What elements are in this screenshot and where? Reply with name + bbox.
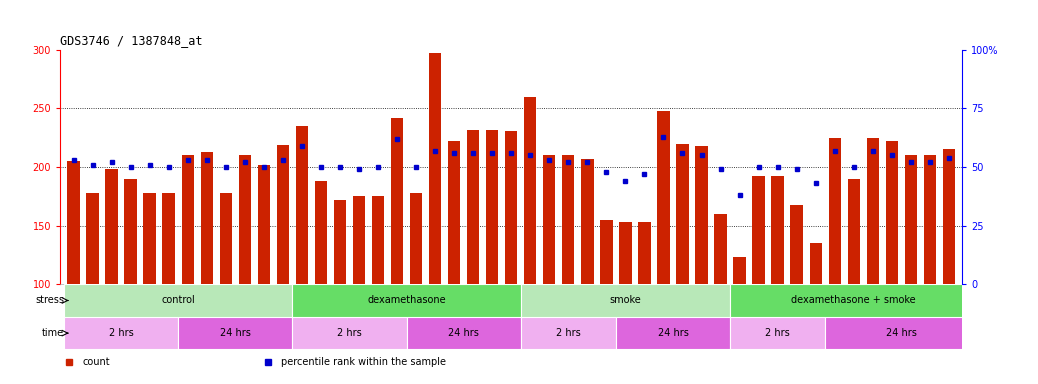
Bar bbox=[848, 179, 859, 284]
Bar bbox=[620, 222, 631, 284]
Bar bbox=[179, 317, 293, 349]
Bar bbox=[616, 317, 730, 349]
Bar bbox=[825, 317, 978, 349]
Bar bbox=[334, 200, 346, 284]
Bar bbox=[296, 126, 308, 284]
Bar bbox=[828, 138, 841, 284]
Text: 2 hrs: 2 hrs bbox=[765, 328, 790, 338]
Bar bbox=[353, 196, 365, 284]
Bar bbox=[753, 176, 765, 284]
Text: time: time bbox=[42, 328, 64, 338]
Bar bbox=[734, 257, 745, 284]
Bar bbox=[86, 193, 99, 284]
Bar bbox=[182, 155, 194, 284]
Bar bbox=[200, 152, 213, 284]
Text: GDS3746 / 1387848_at: GDS3746 / 1387848_at bbox=[60, 34, 202, 47]
Text: count: count bbox=[83, 357, 110, 367]
Bar bbox=[924, 155, 936, 284]
Bar bbox=[943, 149, 955, 284]
Bar bbox=[220, 193, 231, 284]
Bar bbox=[810, 243, 822, 284]
Bar bbox=[407, 317, 521, 349]
Text: 24 hrs: 24 hrs bbox=[657, 328, 688, 338]
Text: 2 hrs: 2 hrs bbox=[337, 328, 362, 338]
Bar bbox=[429, 53, 441, 284]
Bar bbox=[521, 284, 730, 317]
Text: smoke: smoke bbox=[609, 295, 641, 306]
Bar bbox=[64, 284, 293, 317]
Bar bbox=[277, 145, 289, 284]
Text: dexamethasone + smoke: dexamethasone + smoke bbox=[791, 295, 917, 306]
Bar bbox=[67, 161, 80, 284]
Bar bbox=[293, 284, 521, 317]
Text: percentile rank within the sample: percentile rank within the sample bbox=[281, 357, 446, 367]
Bar bbox=[293, 317, 407, 349]
Bar bbox=[771, 176, 784, 284]
Bar bbox=[791, 205, 802, 284]
Bar bbox=[448, 141, 460, 284]
Bar bbox=[867, 138, 879, 284]
Bar bbox=[64, 317, 179, 349]
Text: 24 hrs: 24 hrs bbox=[220, 328, 251, 338]
Text: control: control bbox=[161, 295, 195, 306]
Bar bbox=[638, 222, 651, 284]
Bar bbox=[714, 214, 727, 284]
Bar bbox=[563, 155, 574, 284]
Bar bbox=[581, 159, 594, 284]
Text: 24 hrs: 24 hrs bbox=[448, 328, 480, 338]
Bar bbox=[521, 317, 616, 349]
Bar bbox=[106, 169, 117, 284]
Bar bbox=[600, 220, 612, 284]
Bar bbox=[695, 146, 708, 284]
Bar bbox=[524, 97, 537, 284]
Text: dexamethasone: dexamethasone bbox=[367, 295, 446, 306]
Bar bbox=[391, 118, 403, 284]
Bar bbox=[467, 129, 480, 284]
Bar bbox=[239, 155, 251, 284]
Bar bbox=[543, 155, 555, 284]
Text: 2 hrs: 2 hrs bbox=[109, 328, 134, 338]
Bar bbox=[315, 181, 327, 284]
Bar bbox=[163, 193, 174, 284]
Text: 24 hrs: 24 hrs bbox=[885, 328, 917, 338]
Bar bbox=[372, 196, 384, 284]
Bar bbox=[885, 141, 898, 284]
Bar bbox=[125, 179, 137, 284]
Bar bbox=[506, 131, 517, 284]
Bar bbox=[730, 284, 978, 317]
Bar bbox=[486, 129, 498, 284]
Bar bbox=[257, 165, 270, 284]
Bar bbox=[410, 193, 422, 284]
Text: stress: stress bbox=[35, 295, 64, 306]
Bar bbox=[143, 193, 156, 284]
Bar bbox=[905, 155, 917, 284]
Text: 2 hrs: 2 hrs bbox=[556, 328, 580, 338]
Bar bbox=[730, 317, 825, 349]
Bar bbox=[677, 144, 688, 284]
Bar bbox=[657, 111, 670, 284]
